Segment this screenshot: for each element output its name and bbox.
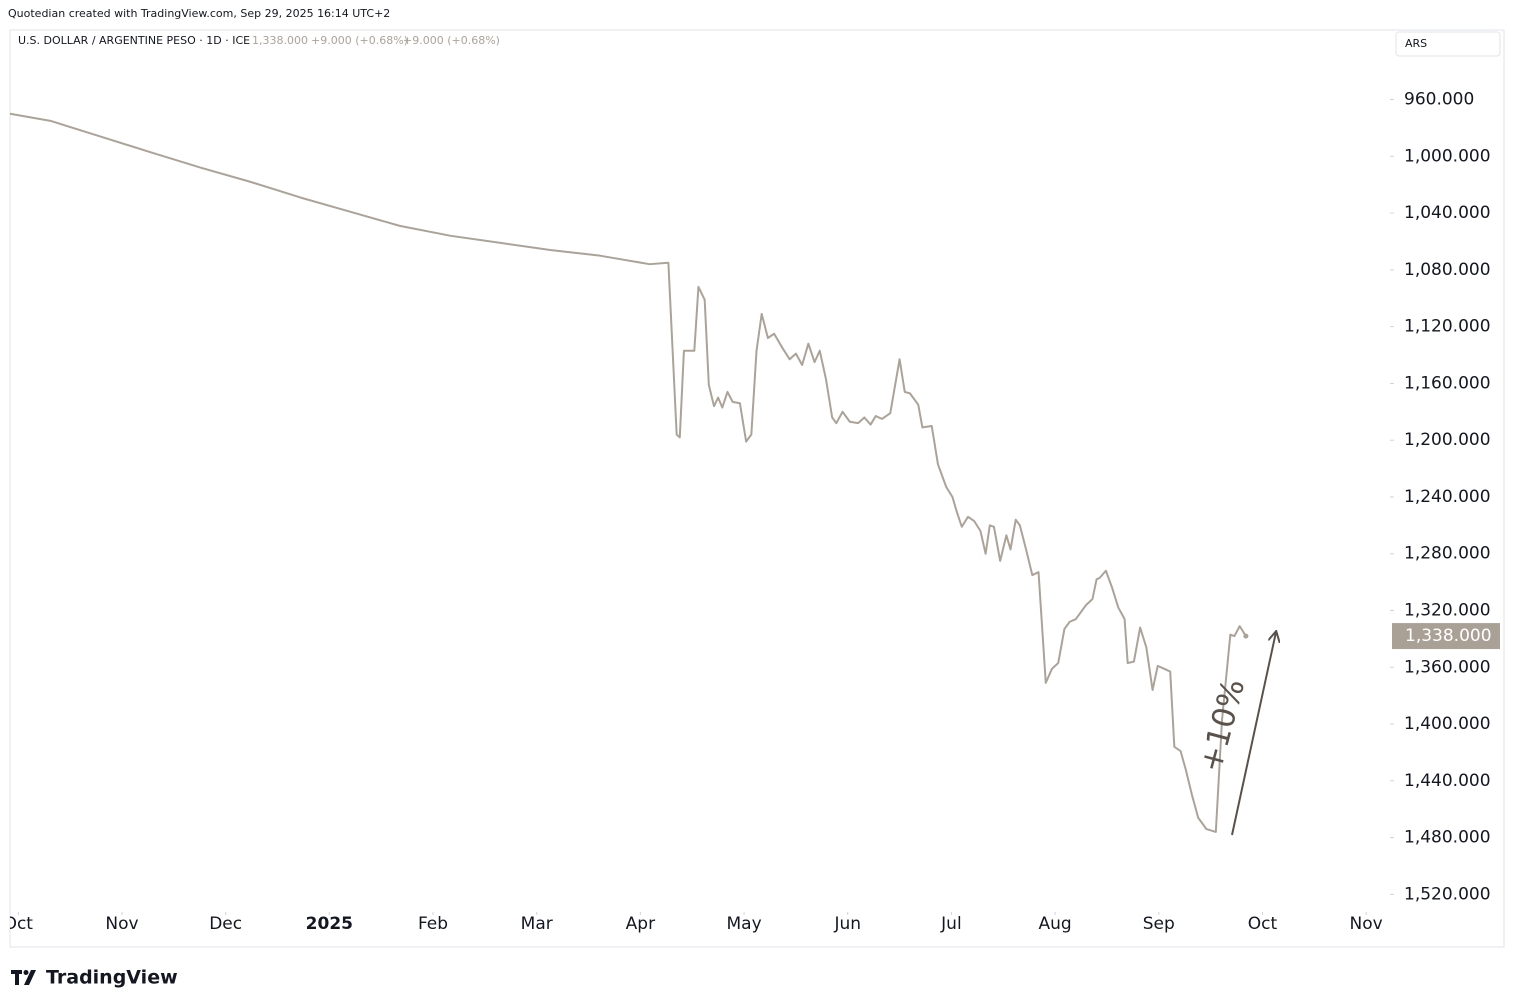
x-tick-label: Oct bbox=[1248, 914, 1278, 934]
y-tick-label: 1,480.000 bbox=[1404, 828, 1491, 848]
y-tick-label: 1,080.000 bbox=[1404, 260, 1491, 280]
header-price: 1,338.000 bbox=[252, 34, 308, 47]
y-tick-label: 1,040.000 bbox=[1404, 203, 1491, 223]
last-price-label: 1,338.000 bbox=[1405, 626, 1492, 646]
x-tick-label: Oct bbox=[4, 914, 34, 934]
y-tick-label: 960.000 bbox=[1404, 90, 1474, 110]
y-tick-label: 1,400.000 bbox=[1404, 714, 1491, 734]
x-tick-label: Mar bbox=[521, 914, 553, 934]
y-tick-label: 1,320.000 bbox=[1404, 601, 1491, 621]
y-tick-label: 1,200.000 bbox=[1404, 430, 1491, 450]
attribution: Quotedian created with TradingView.com, … bbox=[8, 7, 390, 20]
brand-name: TradingView bbox=[46, 967, 178, 989]
y-tick-label: 1,000.000 bbox=[1404, 146, 1491, 166]
x-tick-label: Dec bbox=[209, 914, 242, 934]
x-tick-label: Nov bbox=[1350, 914, 1383, 934]
plot-area bbox=[10, 112, 1249, 833]
x-tick-label: Jul bbox=[940, 914, 962, 934]
currency-box[interactable] bbox=[1395, 31, 1501, 57]
last-price-badge bbox=[1392, 623, 1500, 650]
annotation-arrow bbox=[1231, 632, 1276, 836]
price-line bbox=[10, 112, 1247, 833]
x-tick-label: May bbox=[726, 914, 761, 934]
x-tick-label: Sep bbox=[1143, 914, 1175, 934]
x-tick-label: Jun bbox=[833, 914, 861, 934]
x-tick-label: Feb bbox=[418, 914, 448, 934]
y-tick-label: 1,440.000 bbox=[1404, 771, 1491, 791]
x-tick-label: Apr bbox=[626, 914, 655, 934]
header-change: +9.000 (+0.68%) bbox=[403, 34, 500, 47]
y-tick-label: 1,160.000 bbox=[1404, 373, 1491, 393]
annotation: +10% bbox=[1193, 675, 1252, 776]
last-point bbox=[1243, 633, 1249, 639]
brand-logo bbox=[11, 970, 36, 985]
chart-frame bbox=[9, 29, 1505, 948]
x-axis: Oct Nov Dec 2025 Feb Mar Apr May Jun Jul Aug Sep Oct… bbox=[4, 912, 1383, 934]
y-tick-label: 1,120.000 bbox=[1404, 317, 1491, 337]
x-tick-label: Aug bbox=[1039, 914, 1072, 934]
symbol-title: U.S. DOLLAR / ARGENTINE PESO · 1D · ICE bbox=[18, 34, 250, 47]
header-change: +9.000 (+0.68%) bbox=[311, 34, 408, 47]
y-tick-label: 1,240.000 bbox=[1404, 487, 1491, 507]
y-tick-label: 1,520.000 bbox=[1404, 884, 1491, 904]
y-tick-label: 1,280.000 bbox=[1404, 544, 1491, 564]
currency-label[interactable]: ARS bbox=[1405, 37, 1427, 50]
x-tick-label: 2025 bbox=[306, 914, 353, 934]
y-tick-label: 1,360.000 bbox=[1404, 657, 1491, 677]
x-tick-label: Nov bbox=[105, 914, 138, 934]
